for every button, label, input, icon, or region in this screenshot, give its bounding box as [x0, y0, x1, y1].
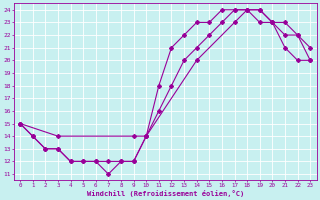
X-axis label: Windchill (Refroidissement éolien,°C): Windchill (Refroidissement éolien,°C)	[86, 190, 244, 197]
